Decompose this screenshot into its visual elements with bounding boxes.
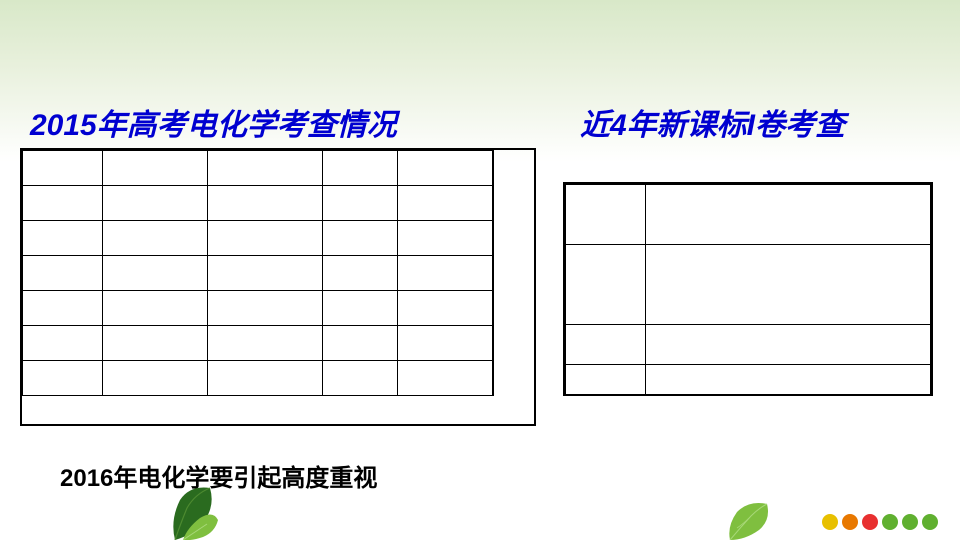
dot-icon: [922, 514, 938, 530]
table-row: [23, 256, 494, 291]
heading-right: 近4年新课标I卷考查: [580, 100, 845, 144]
dot-icon: [882, 514, 898, 530]
table-row: [23, 326, 494, 361]
table-row: [23, 151, 494, 186]
table-row: [566, 325, 931, 365]
leaf-decoration-left: [165, 480, 220, 540]
heading-left: 2015年高考电化学考查情况: [30, 100, 397, 144]
slide-page: 2015年高考电化学考查情况 近4年新课标I卷考查 2016年电化学要引起高度重…: [0, 0, 960, 540]
leaf-decoration-right: [725, 498, 775, 540]
dot-icon: [822, 514, 838, 530]
table-row: [23, 361, 494, 396]
dot-icon: [902, 514, 918, 530]
table-row: [23, 291, 494, 326]
table-row: [566, 245, 931, 325]
decoration-dots: [822, 514, 938, 530]
table-four-years: [565, 184, 931, 395]
table-row: [23, 221, 494, 256]
table-exam-situation: [22, 150, 494, 396]
dot-icon: [842, 514, 858, 530]
table-row: [566, 185, 931, 245]
dot-icon: [862, 514, 878, 530]
table-row: [23, 186, 494, 221]
table-row: [566, 365, 931, 395]
